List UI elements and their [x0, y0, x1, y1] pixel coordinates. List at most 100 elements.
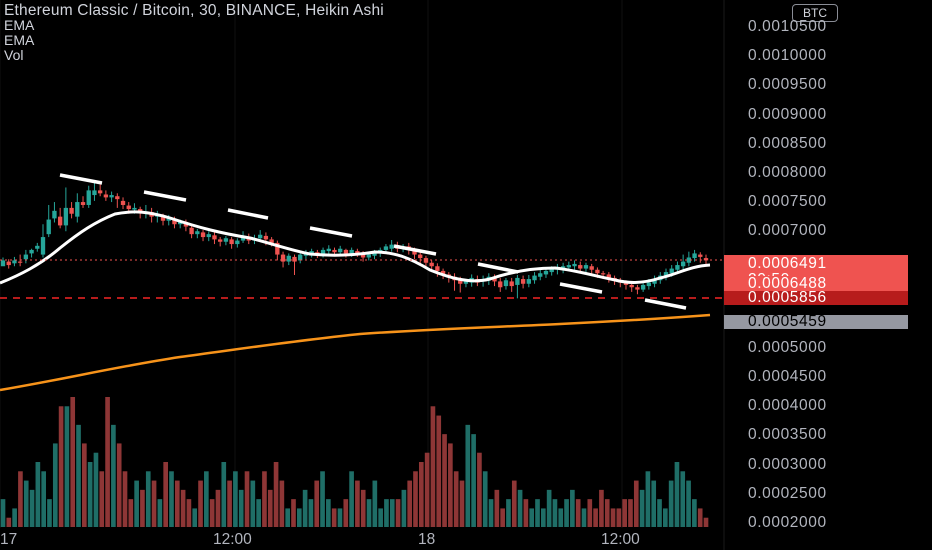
- volume-bar: [645, 471, 651, 527]
- volume-bar: [198, 480, 203, 527]
- volume-bar: [134, 480, 139, 527]
- volume-bar: [52, 443, 58, 527]
- candle-body: [115, 196, 120, 200]
- candle-body: [160, 216, 166, 221]
- candle-body: [35, 245, 40, 249]
- candle-body: [86, 190, 91, 205]
- time-label-17: 17: [0, 531, 18, 548]
- volume-bar: [169, 471, 174, 527]
- volume-bar: [540, 508, 546, 527]
- candle-body: [360, 253, 366, 258]
- candle-body: [298, 254, 303, 261]
- volume-bar: [593, 508, 598, 527]
- volume-bar: [692, 499, 697, 527]
- level-tag: 0.0005856: [724, 290, 908, 305]
- volume-bar: [703, 517, 709, 527]
- candle-body: [669, 268, 674, 274]
- candle-body: [640, 284, 646, 290]
- candle-body: [366, 254, 371, 258]
- candle-body: [589, 266, 594, 270]
- candle-body: [606, 274, 612, 278]
- volume-bar: [366, 499, 372, 527]
- candle-body: [178, 221, 183, 225]
- volume-bar: [453, 471, 459, 527]
- candle-body: [57, 216, 63, 226]
- volume-bar: [535, 499, 540, 527]
- volume-bar: [41, 471, 46, 527]
- volume-bar: [448, 443, 453, 527]
- candle-body: [46, 219, 51, 235]
- candle-body: [235, 240, 240, 245]
- candle-body: [692, 253, 697, 259]
- volume-bars: [0, 397, 709, 527]
- candle-body: [63, 207, 69, 226]
- time-label-1200-b: 12:00: [601, 531, 640, 548]
- volume-bar: [29, 489, 35, 527]
- candle-body: [195, 231, 200, 235]
- candle-body: [549, 268, 554, 273]
- price-axis-label: 0.0007000: [748, 222, 827, 240]
- candle-body: [103, 194, 109, 198]
- price-axis-label: 0.0003500: [748, 426, 827, 444]
- volume-bar: [140, 489, 145, 527]
- candle-body: [206, 234, 211, 238]
- ema-slow-legend[interactable]: EMA: [4, 32, 35, 48]
- candle-body: [560, 266, 566, 269]
- candle-body: [263, 235, 269, 240]
- candle-body: [532, 275, 537, 281]
- candle-body: [515, 277, 520, 285]
- symbol-title[interactable]: Ethereum Classic / Bitcoin, 30, BINANCE,…: [4, 2, 384, 19]
- volume-bar: [482, 471, 488, 527]
- volume-bar: [384, 499, 389, 527]
- ema-fast-line: [0, 210, 711, 285]
- candle-body: [343, 249, 349, 254]
- candle-body: [269, 239, 274, 243]
- candle-body: [595, 269, 600, 274]
- price-axis-label: 0.0003000: [748, 455, 827, 473]
- candle-body: [0, 260, 6, 267]
- volume-bar: [471, 434, 476, 527]
- volume-bar: [604, 499, 610, 527]
- volume-bar: [64, 406, 70, 527]
- candle-body: [109, 195, 114, 198]
- candle-body: [412, 249, 417, 255]
- candle-body: [680, 261, 686, 267]
- volume-bar: [477, 452, 482, 527]
- candle-body: [492, 277, 497, 282]
- candle-body: [92, 190, 97, 196]
- price-axis-label: 0.0009000: [748, 105, 827, 123]
- candle-body: [498, 281, 503, 288]
- volume-bar: [506, 499, 511, 527]
- candle-body: [280, 254, 286, 262]
- candle-body: [40, 237, 46, 255]
- volume-bar: [174, 480, 180, 527]
- candle-body: [97, 190, 103, 194]
- candle-body: [120, 200, 126, 205]
- volume-bar: [581, 508, 587, 527]
- volume-bar: [256, 499, 261, 527]
- candle-body: [440, 270, 446, 275]
- volume-bar: [546, 489, 552, 527]
- ema-fast-legend[interactable]: EMA: [4, 17, 35, 33]
- volume-legend[interactable]: Vol: [4, 47, 24, 63]
- candle-body: [29, 249, 34, 254]
- volume-bar: [599, 489, 604, 527]
- candle-body: [229, 239, 234, 245]
- volume-bar: [459, 480, 465, 527]
- volume-bar: [308, 499, 314, 527]
- candle-body: [212, 235, 217, 240]
- volume-bar: [58, 406, 64, 527]
- price-axis-label: 0.0010500: [748, 18, 827, 35]
- candle-body: [349, 249, 354, 254]
- volume-bar: [0, 499, 6, 527]
- volume-bar: [93, 452, 99, 527]
- volume-bar: [116, 443, 122, 527]
- candle-body: [218, 239, 223, 242]
- candle-body: [12, 260, 17, 264]
- currency-button[interactable]: BTC: [792, 4, 838, 22]
- volume-bar: [523, 499, 529, 527]
- volume-bar: [128, 499, 134, 527]
- volume-bar: [372, 480, 378, 527]
- candle-body: [503, 280, 509, 287]
